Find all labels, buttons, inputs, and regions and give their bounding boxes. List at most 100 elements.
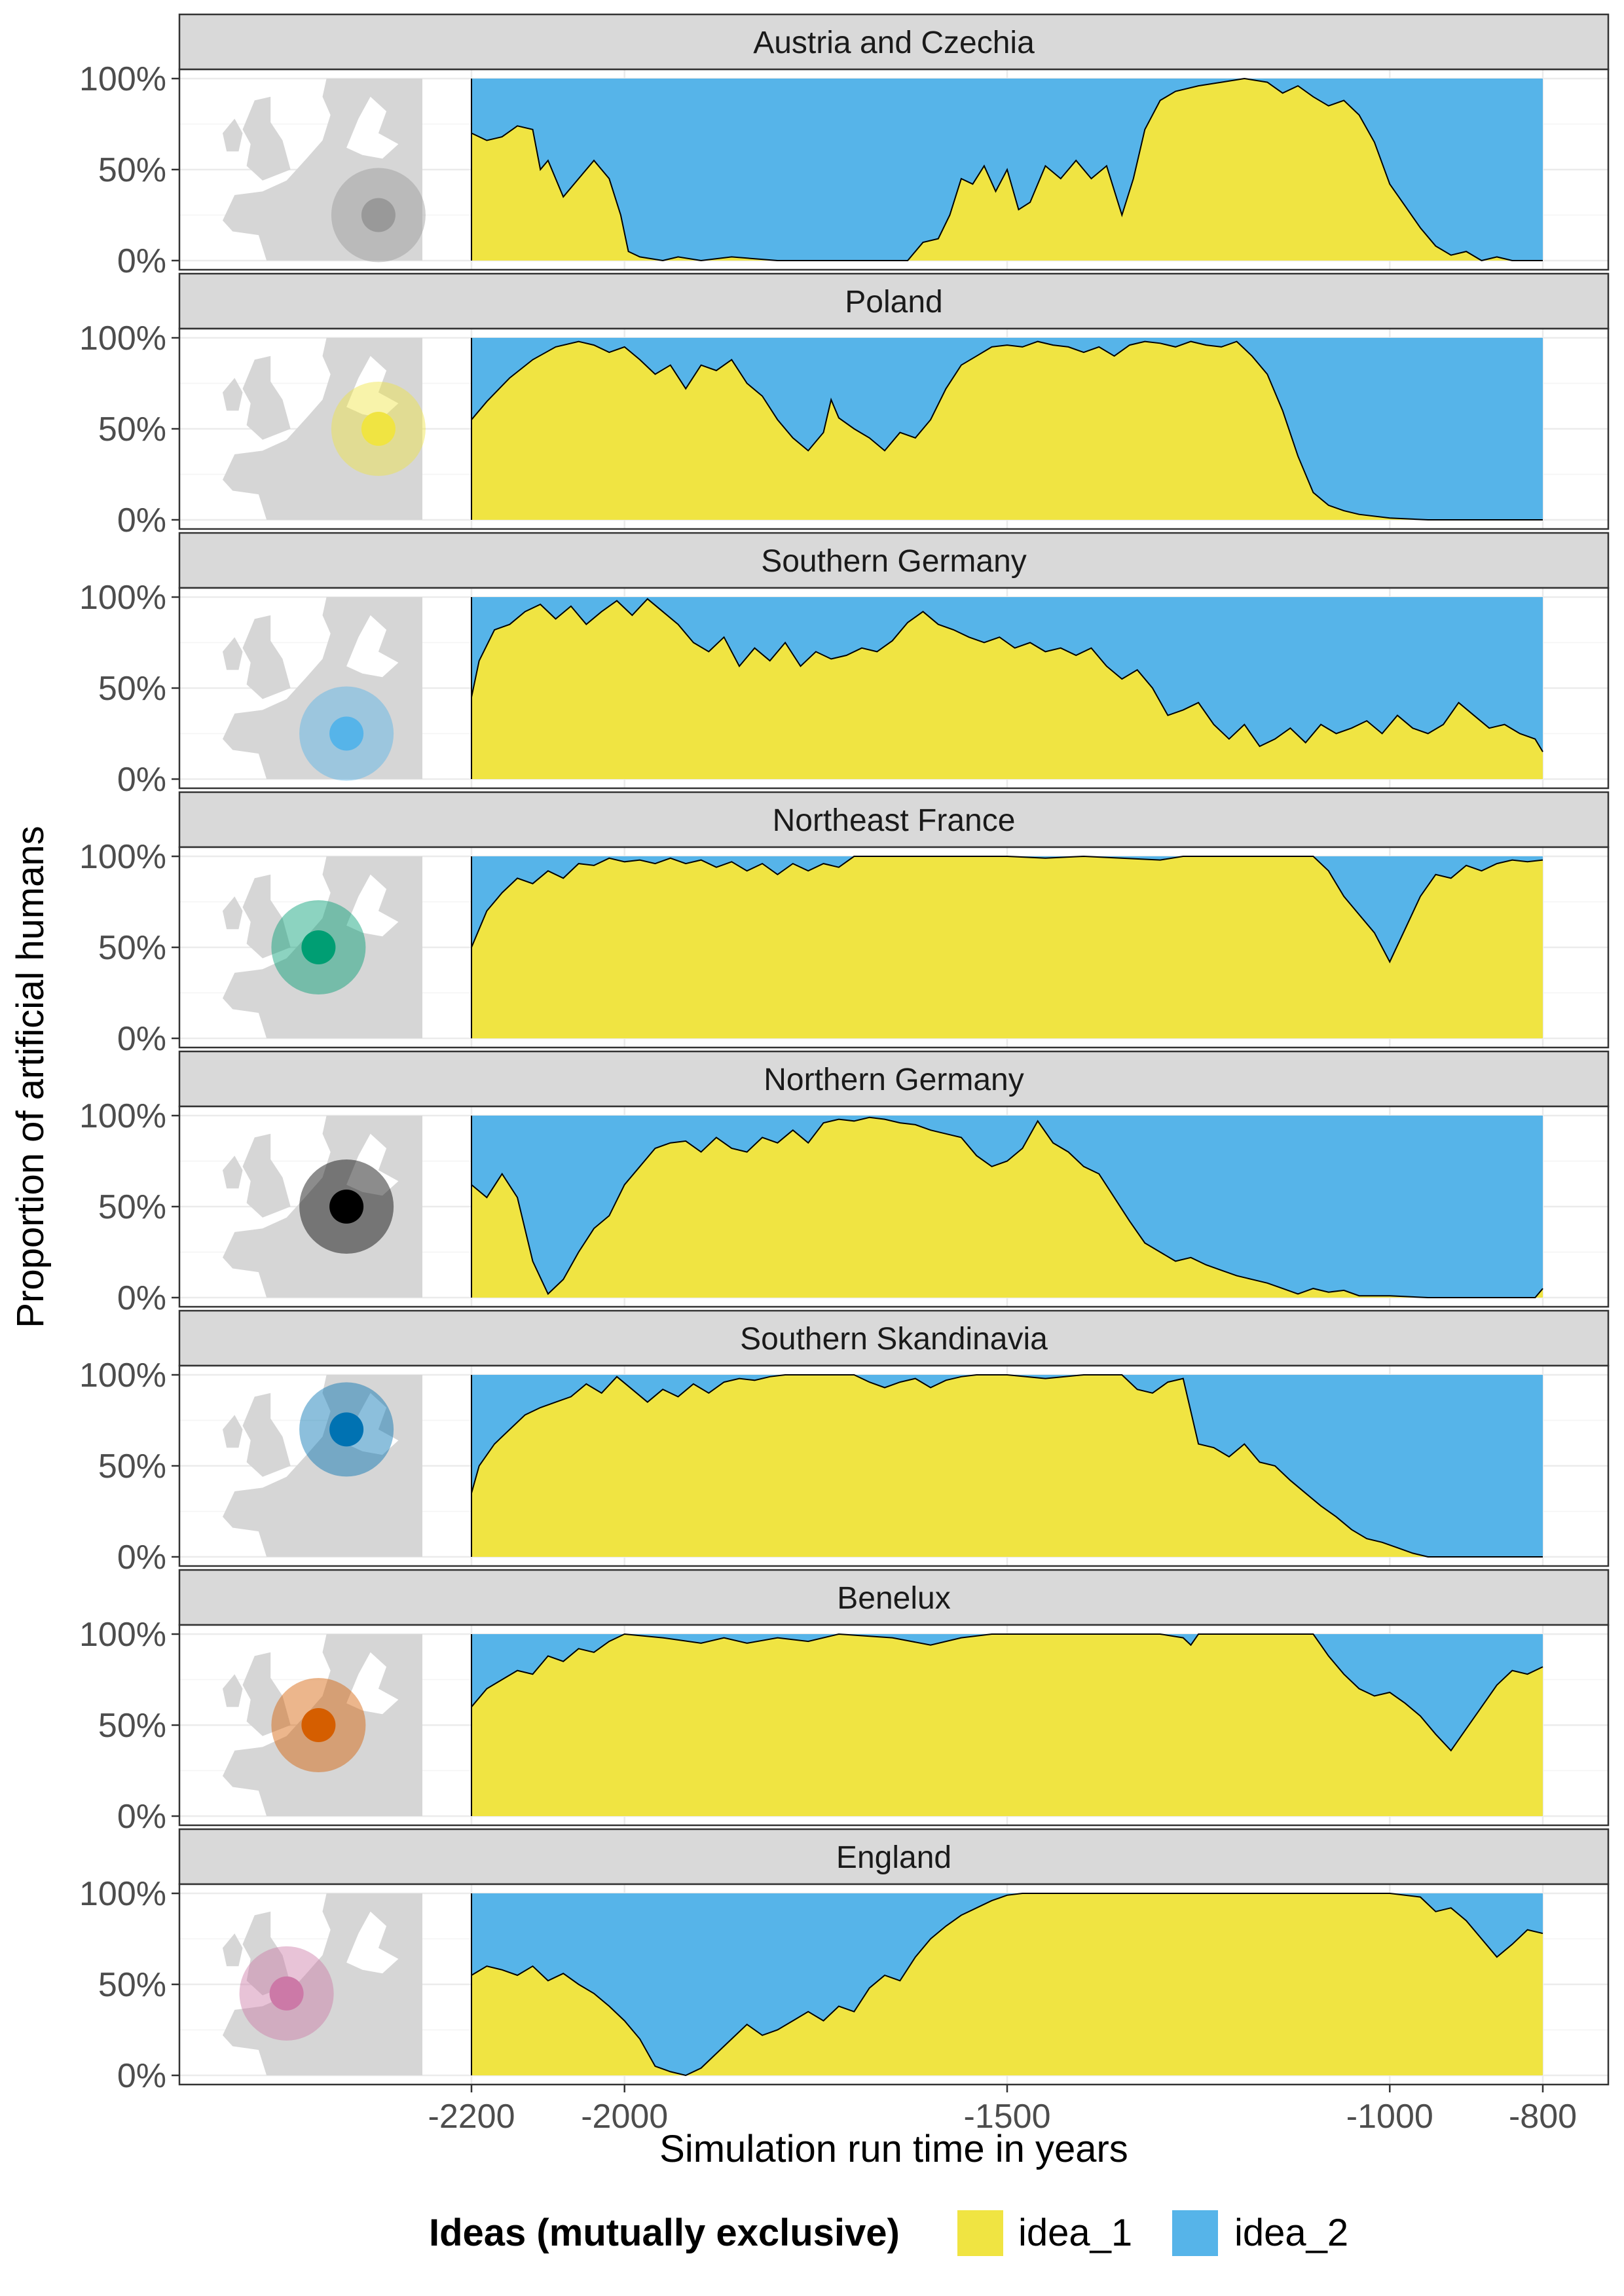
- area-idea-1: [471, 1117, 1543, 1298]
- europe-map-inset: [223, 597, 422, 781]
- facet-panel: Benelux 0% 50% 100%: [79, 1569, 1610, 1836]
- boundary-line: [471, 1633, 1543, 1752]
- facet-strip-label: Northern Germany: [764, 1063, 1024, 1097]
- region-marker: [269, 1976, 304, 2011]
- y-tick-label: 100%: [79, 1097, 166, 1135]
- ireland-landmass: [223, 1156, 243, 1189]
- y-tick-label: 50%: [98, 1448, 166, 1485]
- y-axis: 0% 50% 100%: [79, 1097, 179, 1317]
- stacked-area: [471, 1893, 1543, 2077]
- facet-strip: [178, 1569, 1610, 1626]
- region-marker: [361, 198, 396, 232]
- baltic-sea: [346, 874, 399, 937]
- y-axis-title: Proportion of artificial humans: [9, 826, 52, 1328]
- facet-strip-label: Poland: [845, 285, 942, 319]
- y-axis: 0% 50% 100%: [79, 1616, 179, 1836]
- europe-map-inset: [223, 1375, 422, 1557]
- britain-landmass: [242, 96, 291, 181]
- region-marker: [301, 1708, 336, 1742]
- x-axis-title: Simulation run time in years: [659, 2128, 1128, 2170]
- legend-key-idea-1: [957, 2210, 1003, 2256]
- stacked-area: [471, 1116, 1543, 1298]
- ireland-landmass: [223, 896, 243, 930]
- europe-map-inset: [223, 856, 422, 1038]
- y-tick-label: 0%: [117, 501, 166, 539]
- facet-panels: Austria and Czechia 0% 50% 100% Poland 0% 50% 1…: [79, 13, 1610, 2095]
- europe-map-inset: [223, 1634, 422, 1816]
- x-tick-label: -1000: [1346, 2098, 1433, 2136]
- boundary-line: [471, 1374, 1543, 1558]
- boundary-line: [471, 1116, 1543, 1298]
- stacked-area: [471, 1633, 1543, 1816]
- boundary-line: [471, 77, 1543, 262]
- britain-landmass: [242, 1393, 291, 1477]
- y-tick-label: 100%: [79, 838, 166, 876]
- stacked-area: [471, 77, 1543, 262]
- boundary-line: [471, 340, 1543, 520]
- region-marker: [329, 1190, 364, 1224]
- area-idea-1: [471, 1893, 1543, 2075]
- legend-label-idea-1: idea_1: [1018, 2212, 1132, 2254]
- y-tick-label: 0%: [117, 1020, 166, 1058]
- area-idea-1: [471, 1375, 1543, 1557]
- facet-strip-label: Southern Skandinavia: [740, 1322, 1048, 1357]
- stacked-area: [471, 338, 1543, 520]
- legend-key-idea-2: [1172, 2210, 1218, 2256]
- y-axis: 0% 50% 100%: [79, 1875, 179, 2095]
- baltic-sea: [346, 1133, 399, 1196]
- facet-strip: [178, 1828, 1610, 1886]
- britain-landmass: [242, 874, 291, 958]
- x-tick-label: -2000: [581, 2098, 668, 2136]
- y-tick-label: 0%: [117, 242, 166, 280]
- facet-strip-label: England: [836, 1840, 951, 1875]
- baltic-sea: [346, 355, 399, 418]
- y-tick-label: 50%: [98, 670, 166, 708]
- facet-panel: Southern Germany 0% 50% 100%: [79, 532, 1610, 799]
- europe-map-inset: [223, 79, 426, 263]
- y-tick-label: 50%: [98, 1707, 166, 1745]
- baltic-sea: [346, 1652, 399, 1715]
- y-tick-label: 100%: [79, 1875, 166, 1913]
- europe-map-inset: [223, 1116, 422, 1298]
- region-marker: [329, 1412, 364, 1447]
- y-axis: 0% 50% 100%: [79, 319, 179, 539]
- y-axis: 0% 50% 100%: [79, 838, 179, 1058]
- x-axis: -2200 -2000 -1500 -1000 -800: [428, 2085, 1577, 2136]
- baltic-sea: [346, 96, 399, 159]
- ireland-landmass: [223, 637, 243, 670]
- y-tick-label: 0%: [117, 2057, 166, 2095]
- britain-landmass: [242, 355, 291, 440]
- x-tick-label: -800: [1509, 2098, 1577, 2136]
- britain-landmass: [242, 1652, 291, 1736]
- europe-map-inset: [223, 338, 426, 520]
- y-axis: 0% 50% 100%: [79, 579, 179, 799]
- boundary-line: [471, 1893, 1543, 2077]
- y-axis: 0% 50% 100%: [79, 1357, 179, 1576]
- area-idea-1: [471, 856, 1543, 1038]
- area-idea-1: [471, 341, 1543, 520]
- region-marker: [301, 930, 336, 964]
- ireland-landmass: [223, 378, 243, 411]
- britain-landmass: [242, 615, 291, 699]
- y-tick-label: 100%: [79, 60, 166, 98]
- stacked-area: [471, 597, 1543, 779]
- boundary-line: [471, 598, 1543, 752]
- y-tick-label: 50%: [98, 929, 166, 967]
- y-tick-label: 100%: [79, 579, 166, 617]
- area-idea-1: [471, 598, 1543, 779]
- ireland-landmass: [223, 1415, 243, 1448]
- region-marker: [329, 716, 364, 751]
- x-tick-label: -1500: [964, 2098, 1051, 2136]
- y-tick-label: 0%: [117, 761, 166, 799]
- facet-panel: England 0% 50% 100%: [79, 1828, 1610, 2095]
- y-tick-label: 50%: [98, 410, 166, 448]
- stacked-area: [471, 855, 1543, 1038]
- facet-panel: Poland 0% 50% 100%: [79, 272, 1610, 539]
- facet-strip-label: Austria and Czechia: [753, 26, 1035, 60]
- legend-label-idea-2: idea_2: [1234, 2212, 1348, 2254]
- facet-strip: [178, 791, 1610, 848]
- facet-strip-label: Southern Germany: [761, 544, 1027, 579]
- britain-landmass: [242, 1911, 291, 1995]
- facet-strip-label: Benelux: [837, 1581, 950, 1616]
